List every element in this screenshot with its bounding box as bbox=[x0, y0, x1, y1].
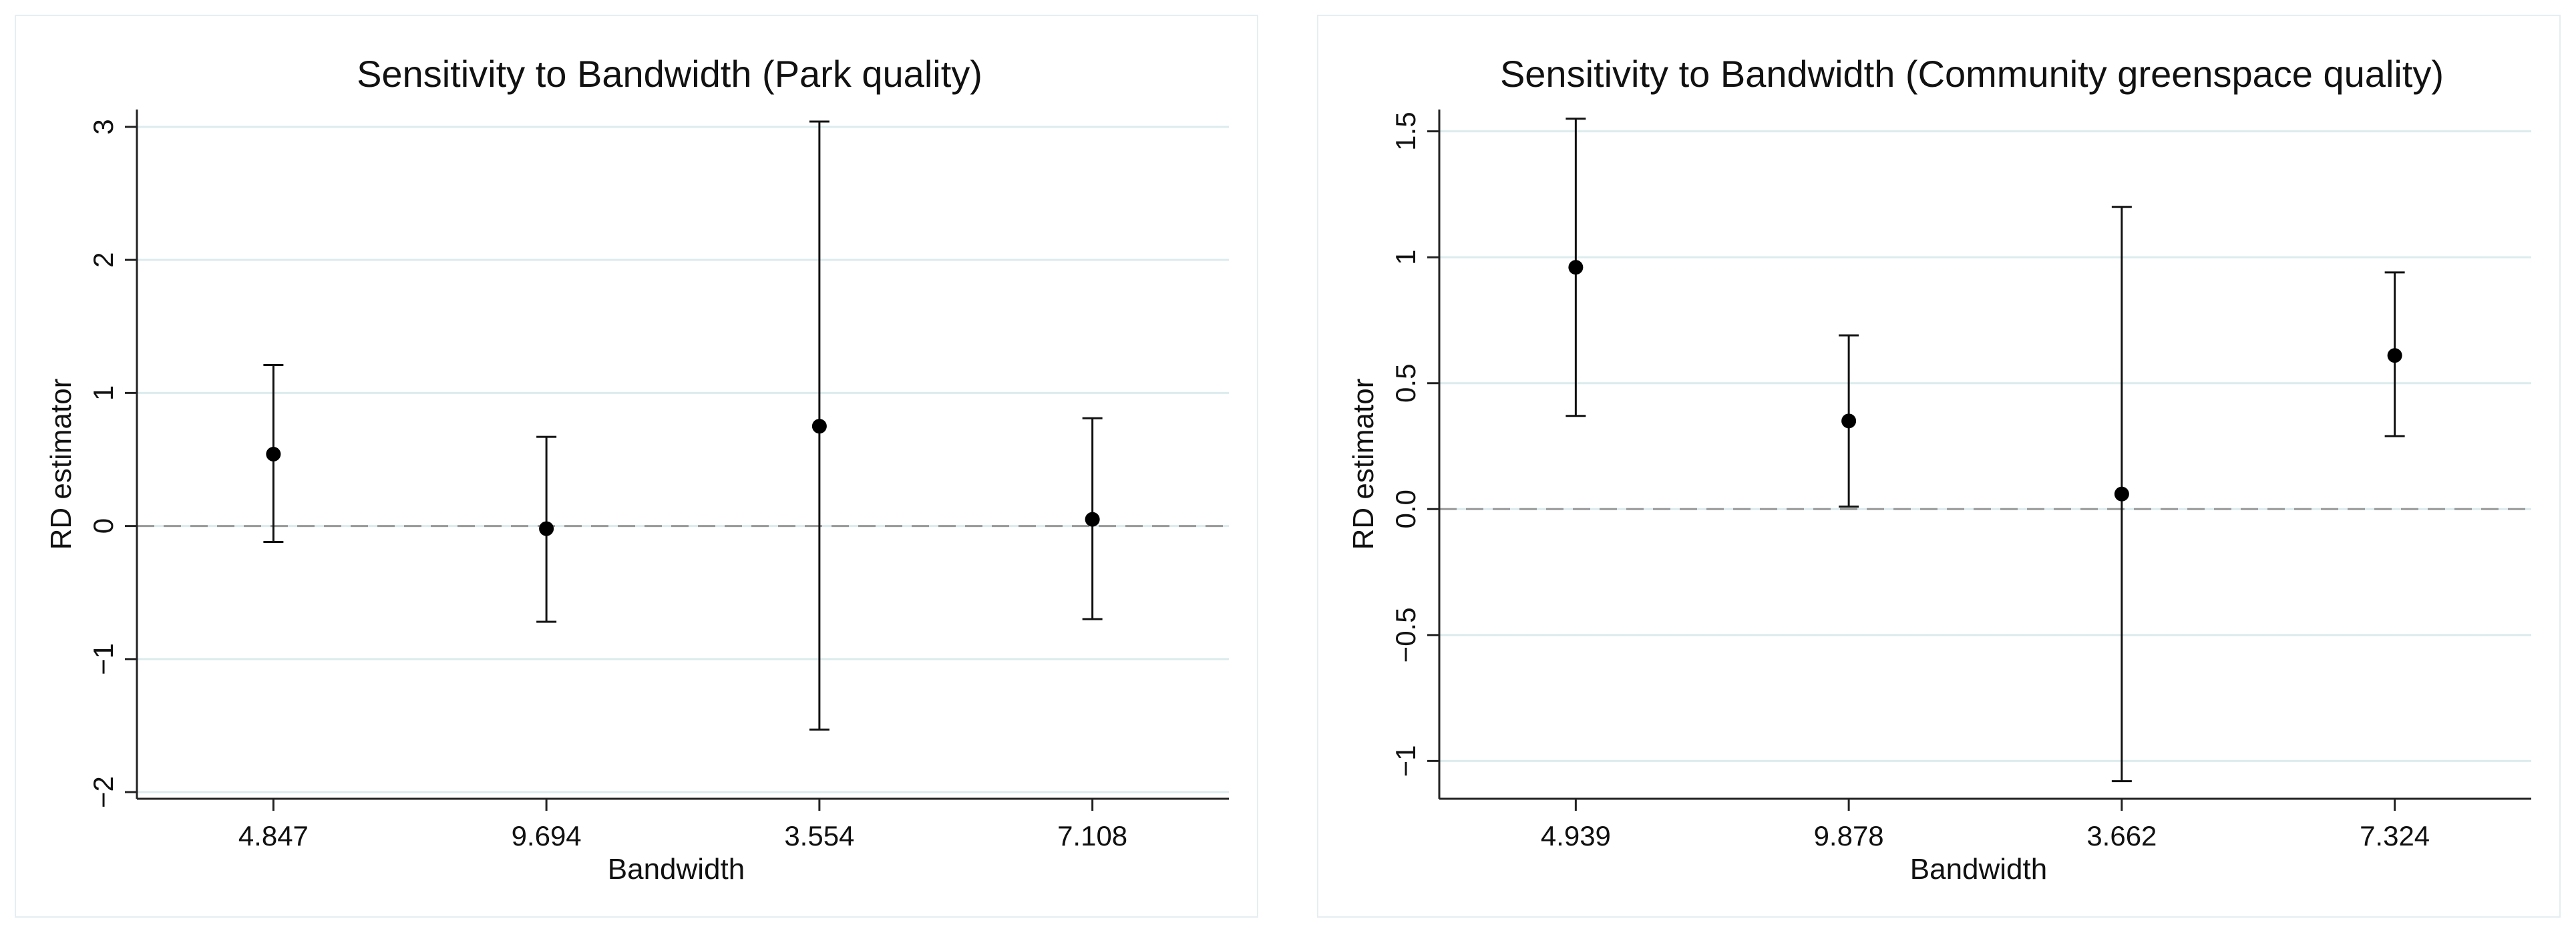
rd-estimate-point bbox=[2114, 486, 2129, 502]
x-tick-label: 3.554 bbox=[784, 820, 854, 852]
chart-title: Sensitivity to Bandwidth (Park quality) bbox=[357, 53, 982, 95]
chart-panel-community-greenspace-quality: −1 −0.5 0.0 0.5 1 1.5 4.939 9.878 3.662 7.324 Sens… bbox=[1317, 15, 2561, 918]
y-tick-label: −2 bbox=[87, 776, 119, 808]
rd-estimate-point bbox=[539, 521, 554, 536]
chart-svg-park-quality: −2 −1 0 1 2 3 4.847 9.694 3.554 7.108 Sensitivity … bbox=[45, 53, 1229, 886]
x-tick-label: 7.324 bbox=[2360, 820, 2430, 852]
y-axis-title: RD estimator bbox=[1347, 379, 1380, 550]
x-tick-label: 4.939 bbox=[1541, 820, 1611, 852]
y-tick-label: 0 bbox=[87, 518, 119, 534]
rd-estimate-point bbox=[1841, 413, 1857, 429]
y-tick-label: −0.5 bbox=[1390, 607, 1421, 663]
rd-estimate-point bbox=[1085, 512, 1100, 527]
x-tick-label: 3.662 bbox=[2086, 820, 2157, 852]
x-tick-label: 4.847 bbox=[238, 820, 309, 852]
y-tick-label: 0.0 bbox=[1390, 490, 1421, 528]
x-tick-label: 9.878 bbox=[1814, 820, 1884, 852]
rd-estimate-point bbox=[1568, 260, 1584, 275]
x-tick-label: 7.108 bbox=[1057, 820, 1127, 852]
y-tick-label: 1 bbox=[87, 385, 119, 401]
rd-estimate-point bbox=[811, 419, 827, 434]
y-tick-label: −1 bbox=[87, 643, 119, 675]
rd-estimate-point bbox=[2387, 348, 2402, 363]
y-tick-label: 3 bbox=[87, 119, 119, 134]
y-tick-label: 1.5 bbox=[1390, 112, 1421, 150]
chart-panel-park-quality: −2 −1 0 1 2 3 4.847 9.694 3.554 7.108 Sensitivity … bbox=[15, 15, 1258, 918]
y-tick-label: 2 bbox=[87, 252, 119, 267]
y-axis-title: RD estimator bbox=[45, 379, 77, 550]
y-tick-label: 1 bbox=[1390, 250, 1421, 265]
chart-svg-community-greenspace-quality: −1 −0.5 0.0 0.5 1 1.5 4.939 9.878 3.662 7.324 Sens… bbox=[1347, 53, 2531, 886]
rd-estimate-point bbox=[266, 447, 281, 462]
x-axis-title: Bandwidth bbox=[1910, 853, 2047, 886]
y-tick-label: 0.5 bbox=[1390, 364, 1421, 403]
x-axis-title: Bandwidth bbox=[608, 853, 745, 886]
y-tick-label: −1 bbox=[1390, 745, 1421, 777]
x-tick-label: 9.694 bbox=[512, 820, 582, 852]
chart-title: Sensitivity to Bandwidth (Community gree… bbox=[1500, 53, 2444, 95]
